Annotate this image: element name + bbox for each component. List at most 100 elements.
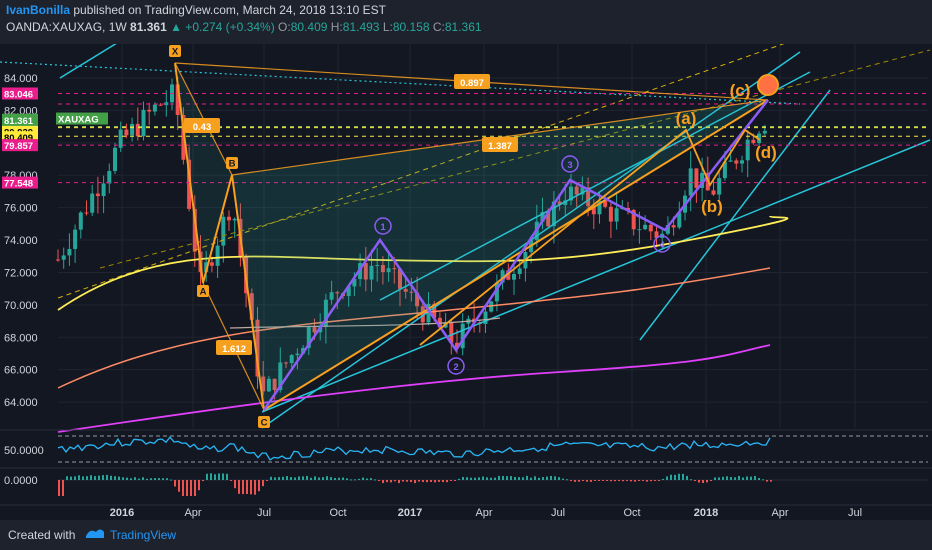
candle-body — [375, 265, 380, 267]
candle-body — [551, 201, 556, 227]
macd-histogram-bar — [366, 478, 368, 480]
rsi-line — [57, 436, 771, 461]
macd-histogram-bar — [394, 480, 396, 482]
ratio-label-box — [482, 137, 518, 152]
macd-histogram-bar — [502, 475, 504, 480]
macd-histogram-bar — [186, 480, 188, 496]
ratio-label-box — [454, 74, 490, 89]
macd-histogram-bar — [726, 476, 728, 480]
macd-histogram-bar — [390, 480, 392, 483]
candle-body — [380, 265, 385, 272]
harmonic-point-marker — [226, 157, 238, 169]
macd-histogram-bar — [338, 477, 340, 480]
macd-histogram-bar — [650, 480, 652, 482]
candle-body — [517, 268, 522, 275]
macd-histogram-bar — [494, 477, 496, 480]
macd-histogram-bar — [438, 480, 440, 482]
macd-histogram-bar — [274, 477, 276, 480]
candle-body — [722, 161, 727, 179]
candle-body — [386, 268, 391, 272]
symbol-label: OANDA:XAUXAG, 1W — [6, 20, 127, 34]
moving-average-yellow — [57, 215, 789, 311]
candle-body — [557, 201, 562, 205]
macd-histogram-bar — [86, 476, 88, 480]
channel-line — [59, 44, 117, 79]
rsi-pane: 50.0000 — [0, 429, 932, 463]
macd-histogram-bar — [446, 480, 448, 483]
macd-histogram-bar — [310, 477, 312, 480]
candle-body — [329, 292, 334, 300]
elliott-wave-label: 2 — [453, 362, 458, 373]
macd-histogram-bar — [510, 476, 512, 480]
tradingview-brand[interactable]: TradingView — [110, 528, 177, 542]
macd-histogram-bar — [698, 480, 700, 483]
candle-body — [289, 355, 294, 364]
macd-histogram-bar — [238, 480, 240, 494]
grid-lines — [58, 44, 928, 428]
macd-pane: 0.0000 — [0, 467, 932, 496]
harmonic-point-label: A — [200, 287, 207, 298]
macd-histogram-bar — [678, 473, 680, 480]
macd-histogram-bar — [162, 478, 164, 480]
price-tag-label: 77.548 — [4, 179, 33, 190]
time-tick-label: 2016 — [110, 507, 134, 519]
candle-body — [266, 378, 271, 392]
candle-body — [192, 208, 197, 252]
macd-histogram-bar — [302, 476, 304, 480]
candle-body — [740, 160, 744, 164]
macd-histogram-bar — [682, 473, 684, 480]
macd-histogram-bar — [566, 479, 568, 481]
macd-histogram-bar — [362, 477, 364, 480]
macd-histogram-bar — [598, 480, 600, 481]
macd-histogram-bar — [574, 480, 576, 482]
candle-body — [574, 186, 579, 195]
publish-info: IvanBonilla published on TradingView.com… — [6, 3, 386, 17]
macd-histogram-bar — [758, 478, 760, 480]
macd-histogram-bar — [158, 478, 160, 480]
macd-histogram-bar — [630, 480, 632, 482]
elliott-wave-circle — [561, 155, 579, 173]
macd-histogram-bar — [94, 476, 96, 480]
elliott-wave-circle — [653, 235, 671, 253]
macd-histogram-bar — [386, 480, 388, 483]
abc-wave-label: (a) — [676, 109, 697, 128]
time-tick-label: 2018 — [694, 507, 718, 519]
candle-body — [67, 248, 72, 256]
macd-histogram-bar — [342, 477, 344, 480]
macd-histogram-bar — [166, 478, 168, 480]
macd-histogram-bar — [82, 476, 84, 480]
macd-histogram-bar — [402, 480, 404, 482]
time-axis: 2016 Apr Jul Oct 2017 Apr Jul Oct 2018 Apr Jul — [0, 504, 932, 519]
author-link[interactable]: IvanBonilla — [6, 3, 71, 17]
harmonic-point-marker — [169, 45, 181, 57]
macd-histogram-bar — [750, 476, 752, 480]
macd-histogram-bar — [534, 476, 536, 480]
candle-body — [449, 322, 454, 343]
candle-body — [306, 327, 311, 348]
macd-histogram-bar — [350, 479, 352, 481]
macd-histogram-bar — [754, 475, 756, 480]
candle-body — [734, 160, 739, 164]
macd-histogram-bar — [118, 476, 120, 480]
macd-histogram-bar — [746, 476, 748, 480]
macd-histogram-bar — [706, 480, 708, 483]
macd-histogram-bar — [666, 476, 668, 480]
candle-body — [90, 193, 95, 213]
macd-histogram-bar — [66, 476, 68, 480]
footer: Created with TradingView — [0, 520, 932, 550]
created-with-text: Created with — [8, 528, 76, 542]
candle-body — [671, 225, 676, 228]
candle-body — [711, 190, 716, 195]
macd-histogram-bar — [730, 476, 732, 480]
candle-body — [284, 362, 288, 364]
macd-histogram-bar — [410, 480, 412, 483]
price-chart[interactable]: XABC0.8970.431.3871.6121234(a)(b)(c)(d) … — [0, 44, 932, 520]
candle-body — [403, 288, 408, 292]
macd-histogram-bar — [558, 477, 560, 480]
macd-histogram-bar — [470, 477, 472, 480]
candle-body — [227, 216, 231, 221]
macd-histogram-bar — [734, 477, 736, 480]
macd-histogram-bar — [322, 477, 324, 480]
price-tick-label: 84.000 — [4, 73, 38, 85]
macd-histogram-bar — [174, 480, 176, 487]
